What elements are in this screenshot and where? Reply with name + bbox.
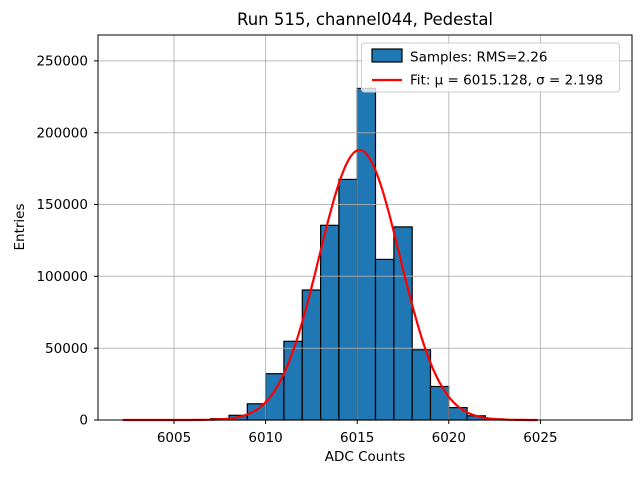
axis-ticks <box>94 60 541 424</box>
x-tick-label: 6020 <box>432 430 466 446</box>
x-tick-labels: 6005 6010 6015 6020 6025 <box>157 430 558 446</box>
histogram-bar <box>374 258 395 421</box>
histogram-bar <box>320 224 340 421</box>
y-tick-label: 150000 <box>36 197 88 213</box>
histogram-bar <box>338 178 358 421</box>
x-tick-label: 6025 <box>523 430 557 446</box>
histogram-bar <box>448 407 468 421</box>
legend-box <box>361 42 620 93</box>
histogram-bar <box>393 226 413 421</box>
legend-samples-label: Samples: RMS=2.26 <box>410 50 547 66</box>
y-tick-label: 0 <box>79 413 88 429</box>
chart-title: Run 515, channel044, Pedestal <box>237 10 493 29</box>
y-tick-label: 100000 <box>36 269 88 285</box>
y-tick-labels: 0 50000 100000 150000 200000 250000 <box>36 54 88 429</box>
y-tick-label: 250000 <box>36 54 88 70</box>
legend-samples-swatch <box>371 48 403 63</box>
axes-frame <box>97 34 633 421</box>
x-tick-label: 6015 <box>340 430 374 446</box>
y-tick-label: 50000 <box>45 341 88 357</box>
x-tick-label: 6005 <box>157 430 191 446</box>
histogram-bar <box>356 87 377 421</box>
legend: Samples: RMS=2.26 Fit: μ = 6015.128, σ =… <box>361 42 620 93</box>
legend-fit-label: Fit: μ = 6015.128, σ = 2.198 <box>410 73 603 89</box>
y-axis-label: Entries <box>12 203 28 250</box>
y-tick-label: 200000 <box>36 125 88 141</box>
x-tick-label: 6010 <box>248 430 282 446</box>
histogram-bar <box>411 349 432 421</box>
x-axis-label: ADC Counts <box>325 449 405 465</box>
histogram-bars <box>210 87 505 421</box>
